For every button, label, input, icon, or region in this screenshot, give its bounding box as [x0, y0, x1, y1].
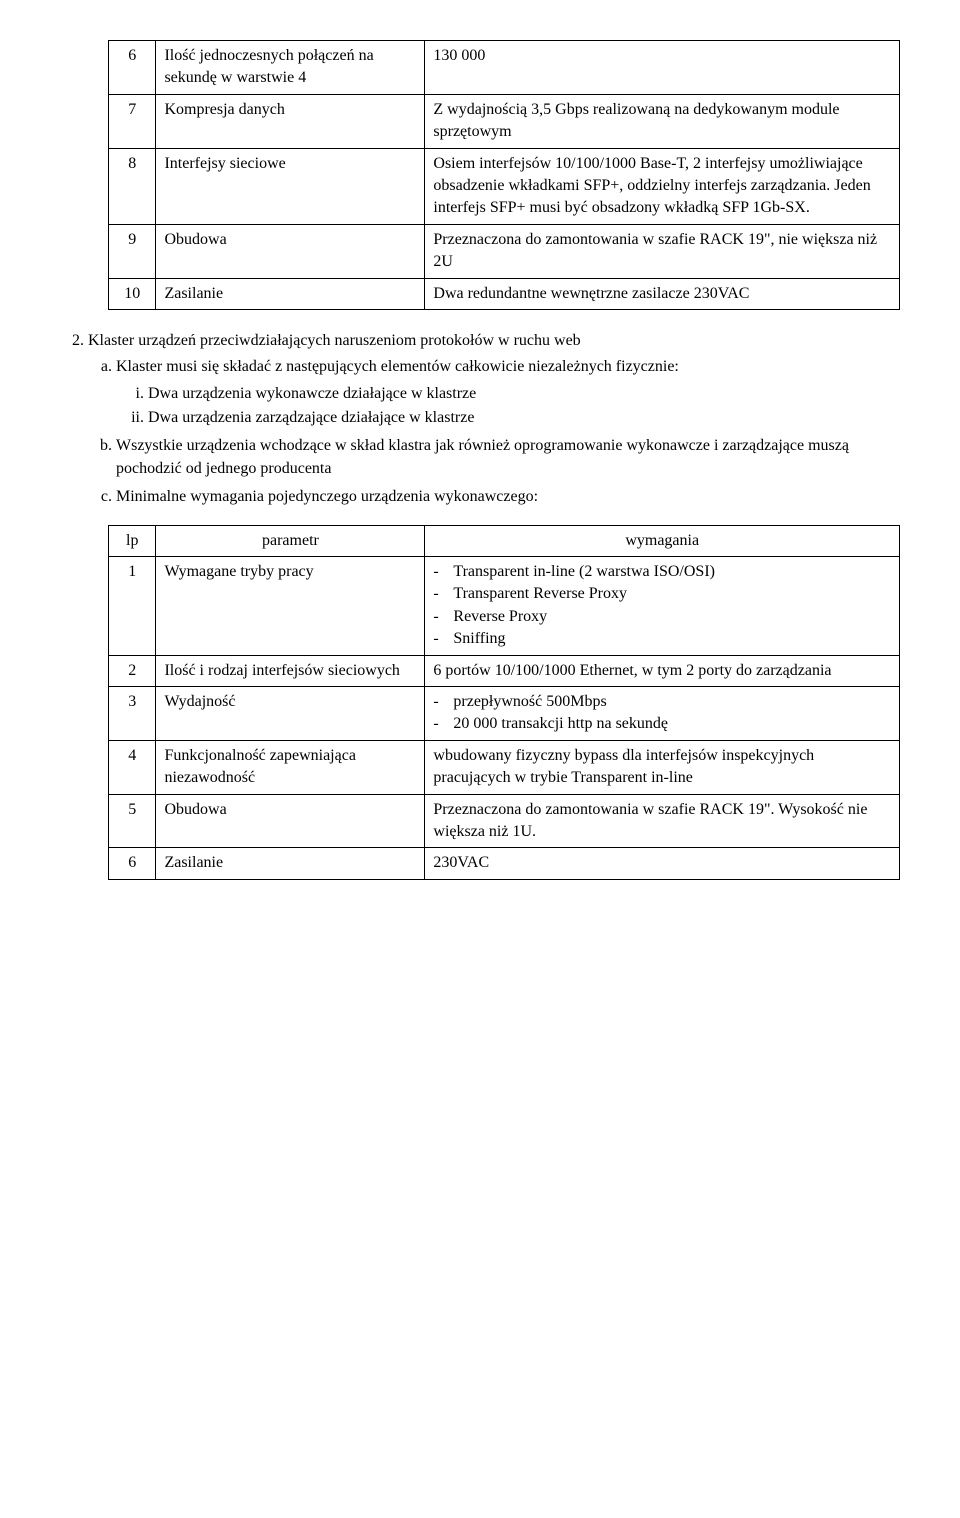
- section-2-title: Klaster urządzeń przeciwdziałających nar…: [88, 332, 581, 349]
- req-list: przepływność 500Mbps 20 000 transakcji h…: [433, 691, 891, 736]
- cell-lp: 10: [109, 278, 156, 309]
- cell-param: Ilość jednoczesnych połączeń na sekundę …: [156, 41, 425, 95]
- table-row: 9 Obudowa Przeznaczona do zamontowania w…: [109, 224, 900, 278]
- cell-lp: 6: [109, 41, 156, 95]
- cell-param: Kompresja danych: [156, 94, 425, 148]
- table-row: 8 Interfejsy sieciowe Osiem interfejsów …: [109, 148, 900, 224]
- table-header-row: lp parametr wymagania: [109, 525, 900, 556]
- table-row: 6 Ilość jednoczesnych połączeń na sekund…: [109, 41, 900, 95]
- cell-param: Zasilanie: [156, 278, 425, 309]
- table-row: 7 Kompresja danych Z wydajnością 3,5 Gbp…: [109, 94, 900, 148]
- table-row: 1 Wymagane tryby pracy Transparent in-li…: [109, 557, 900, 656]
- section-2-sublist: Klaster musi się składać z następujących…: [88, 356, 900, 508]
- cell-param: Zasilanie: [156, 848, 425, 879]
- cell-lp: 4: [109, 740, 156, 794]
- req-item: przepływność 500Mbps: [433, 691, 891, 713]
- cell-req: Z wydajnością 3,5 Gbps realizowaną na de…: [425, 94, 900, 148]
- section-2: Klaster urządzeń przeciwdziałających nar…: [88, 330, 900, 509]
- req-item: Transparent Reverse Proxy: [433, 583, 891, 605]
- cell-req: Przeznaczona do zamontowania w szafie RA…: [425, 794, 900, 848]
- item-a-ii: Dwa urządzenia zarządzające działające w…: [148, 407, 900, 429]
- req-item: Sniffing: [433, 628, 891, 650]
- table-row: 3 Wydajność przepływność 500Mbps 20 000 …: [109, 686, 900, 740]
- cell-param: Obudowa: [156, 794, 425, 848]
- cell-lp: 7: [109, 94, 156, 148]
- cell-req: Dwa redundantne wewnętrzne zasilacze 230…: [425, 278, 900, 309]
- cell-lp: 2: [109, 655, 156, 686]
- th-param: parametr: [156, 525, 425, 556]
- cell-param: Wydajność: [156, 686, 425, 740]
- cell-req: Transparent in-line (2 warstwa ISO/OSI) …: [425, 557, 900, 656]
- table-row: 10 Zasilanie Dwa redundantne wewnętrzne …: [109, 278, 900, 309]
- item-c: Minimalne wymagania pojedynczego urządze…: [116, 486, 900, 508]
- section-list: Klaster urządzeń przeciwdziałających nar…: [60, 330, 900, 509]
- document-page: 6 Ilość jednoczesnych połączeń na sekund…: [60, 40, 900, 880]
- cell-lp: 5: [109, 794, 156, 848]
- cell-req: Osiem interfejsów 10/100/1000 Base-T, 2 …: [425, 148, 900, 224]
- table-row: 6 Zasilanie 230VAC: [109, 848, 900, 879]
- table-row: 5 Obudowa Przeznaczona do zamontowania w…: [109, 794, 900, 848]
- cell-param: Wymagane tryby pracy: [156, 557, 425, 656]
- th-req: wymagania: [425, 525, 900, 556]
- cell-lp: 6: [109, 848, 156, 879]
- cell-req: wbudowany fizyczny bypass dla interfejsó…: [425, 740, 900, 794]
- table-row: 2 Ilość i rodzaj interfejsów sieciowych …: [109, 655, 900, 686]
- req-list: Transparent in-line (2 warstwa ISO/OSI) …: [433, 561, 891, 651]
- cell-param: Funkcjonalność zapewniająca niezawodność: [156, 740, 425, 794]
- cell-req: 130 000: [425, 41, 900, 95]
- cell-param: Ilość i rodzaj interfejsów sieciowych: [156, 655, 425, 686]
- req-item: Transparent in-line (2 warstwa ISO/OSI): [433, 561, 891, 583]
- req-item: 20 000 transakcji http na sekundę: [433, 713, 891, 735]
- item-a-text: Klaster musi się składać z następujących…: [116, 358, 679, 375]
- item-a-i: Dwa urządzenia wykonawcze działające w k…: [148, 383, 900, 405]
- cell-param: Obudowa: [156, 224, 425, 278]
- cell-lp: 3: [109, 686, 156, 740]
- cell-req: 230VAC: [425, 848, 900, 879]
- table-row: 4 Funkcjonalność zapewniająca niezawodno…: [109, 740, 900, 794]
- cell-req: przepływność 500Mbps 20 000 transakcji h…: [425, 686, 900, 740]
- cell-req: 6 portów 10/100/1000 Ethernet, w tym 2 p…: [425, 655, 900, 686]
- req-item: Reverse Proxy: [433, 606, 891, 628]
- cell-lp: 1: [109, 557, 156, 656]
- cell-req: Przeznaczona do zamontowania w szafie RA…: [425, 224, 900, 278]
- th-lp: lp: [109, 525, 156, 556]
- cell-lp: 8: [109, 148, 156, 224]
- item-a-sublist: Dwa urządzenia wykonawcze działające w k…: [116, 383, 900, 430]
- spec-table-1: 6 Ilość jednoczesnych połączeń na sekund…: [108, 40, 900, 310]
- item-b: Wszystkie urządzenia wchodzące w skład k…: [116, 435, 900, 480]
- cell-param: Interfejsy sieciowe: [156, 148, 425, 224]
- spec-table-2: lp parametr wymagania 1 Wymagane tryby p…: [108, 525, 900, 880]
- cell-lp: 9: [109, 224, 156, 278]
- item-a: Klaster musi się składać z następujących…: [116, 356, 900, 429]
